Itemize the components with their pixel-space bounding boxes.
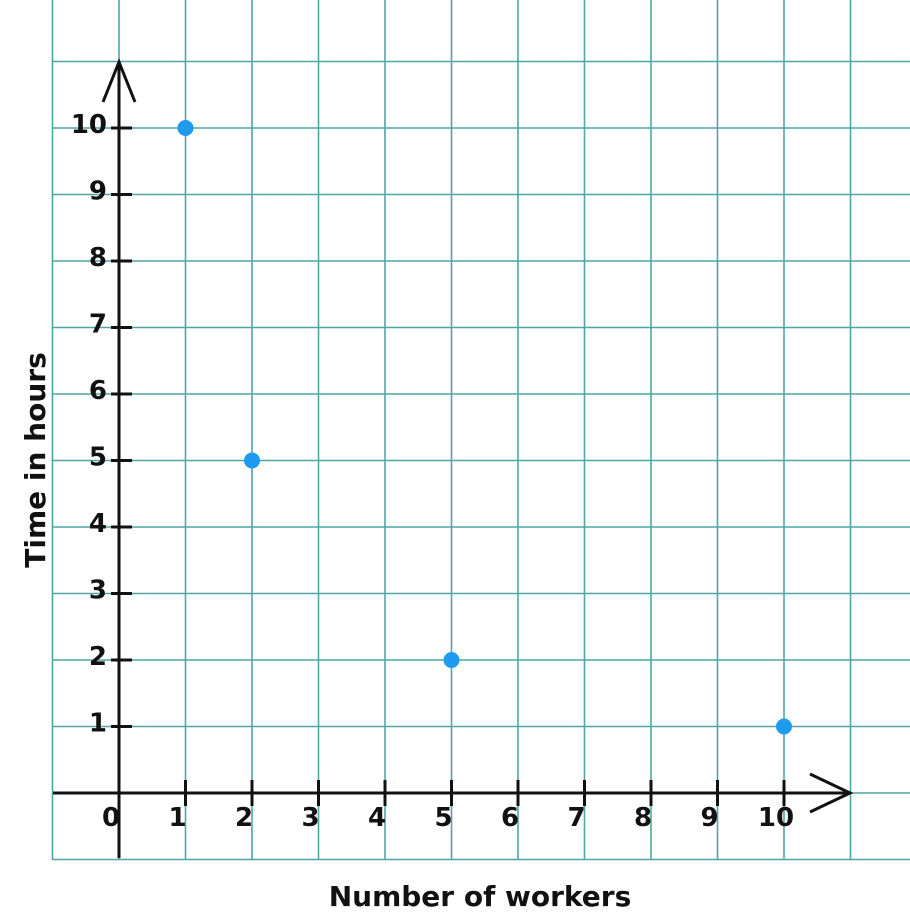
y-tick-label: 10: [71, 110, 107, 140]
x-tick-label: 7: [567, 803, 585, 833]
x-tick-label: 10: [758, 803, 794, 833]
y-tick-label: 4: [89, 509, 107, 539]
y-tick-label: 7: [89, 310, 107, 340]
y-tick-label: 2: [89, 642, 107, 672]
y-tick-label: 9: [89, 177, 107, 207]
y-tick-label: 1: [89, 709, 107, 739]
x-tick-label: 4: [368, 803, 386, 833]
y-tick-label: 8: [89, 243, 107, 273]
grid: [51, 0, 910, 861]
data-point: [177, 120, 194, 136]
y-tick-label: 3: [89, 576, 107, 606]
y-tick-label: 5: [89, 443, 107, 473]
y-ticks: 1 2 3 4 5 6 7 8 9 10: [71, 110, 132, 739]
y-axis-title: Time in hours: [19, 352, 52, 567]
x-tick-label: 3: [301, 803, 319, 833]
x-axis-title: Number of workers: [329, 880, 632, 913]
x-axis-arrowhead: [809, 772, 854, 814]
data-point: [443, 652, 460, 668]
y-axis-arrowhead: [101, 57, 137, 103]
x-tick-label: 5: [434, 803, 452, 833]
x-tick-label: 2: [235, 803, 253, 833]
x-tick-label: 1: [168, 803, 186, 833]
data-point: [244, 452, 260, 469]
x-tick-label: 0: [102, 803, 120, 833]
data-point: [776, 718, 792, 735]
y-tick-label: 6: [89, 376, 107, 406]
x-tick-label: 8: [634, 803, 652, 833]
data-points: [177, 120, 792, 735]
x-tick-label: 6: [501, 803, 519, 833]
x-tick-label: 9: [700, 803, 718, 833]
x-ticks: 0 1 2 3 4 5 6 7 8 9 10: [102, 780, 794, 833]
